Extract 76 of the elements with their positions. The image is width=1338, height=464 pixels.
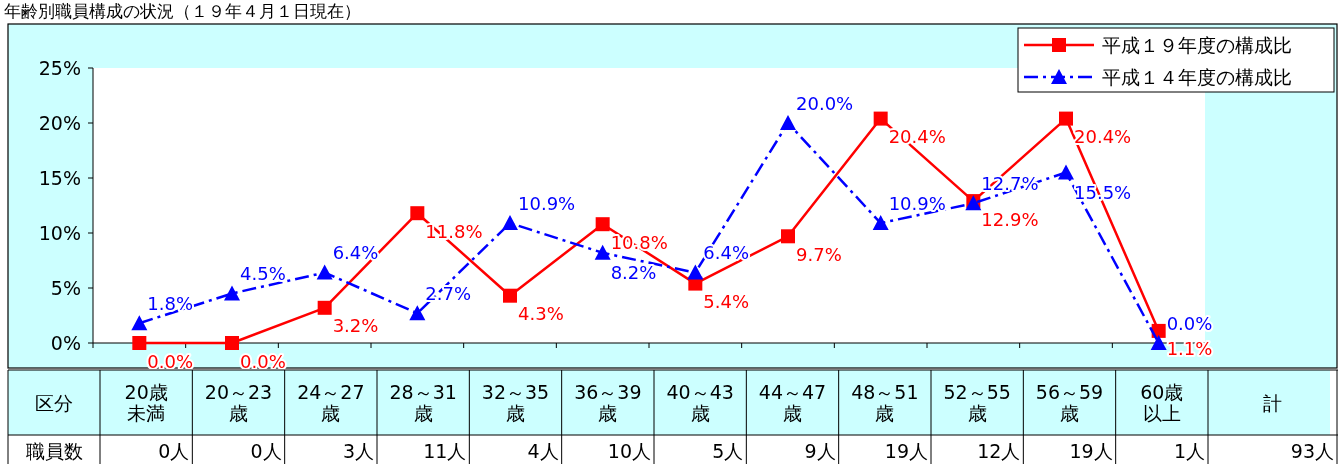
point	[131, 315, 148, 331]
point	[316, 264, 333, 280]
legend-label: 平成１４年度の構成比	[1102, 66, 1292, 88]
x-tick-label: 56～59歳	[1035, 380, 1104, 425]
text: 19人	[1069, 439, 1113, 462]
point	[1058, 164, 1074, 180]
point	[594, 244, 611, 260]
x-tick-label: 60歳以上	[1140, 380, 1184, 425]
text: 0人	[250, 439, 282, 462]
text: 19人	[884, 439, 928, 462]
y-tick-label: 5%	[50, 277, 81, 299]
data-label: 0.0%	[147, 350, 194, 372]
y-tick-label: 25%	[38, 57, 81, 79]
y-tick-label: 15%	[38, 167, 81, 189]
point	[503, 288, 517, 303]
data-label: 6.4%	[332, 242, 379, 264]
point	[224, 285, 240, 301]
data-label: 5.4%	[703, 291, 750, 313]
data-label: 12.9%	[981, 208, 1039, 230]
point	[225, 336, 239, 350]
point	[780, 115, 796, 130]
text: 12人	[977, 439, 1021, 462]
data-label: 9.7%	[796, 243, 842, 265]
data-label: 1.8%	[147, 292, 194, 314]
y-tick-label: 10%	[38, 222, 81, 244]
text: 93人	[1290, 439, 1334, 462]
point	[595, 217, 610, 232]
text: 4人	[527, 439, 559, 462]
text: 11人	[423, 439, 467, 462]
data-label: 0.0%	[240, 350, 286, 372]
point	[317, 300, 332, 315]
x-tick-label: 48～51歳	[851, 380, 919, 425]
point	[502, 215, 518, 231]
data-label: 4.5%	[240, 263, 286, 284]
data-label: 20.4%	[1074, 126, 1132, 148]
point	[410, 206, 425, 221]
text: 計	[1263, 391, 1282, 414]
x-tick-label: 52～55歳	[943, 380, 1011, 425]
data-label: 10.9%	[518, 192, 576, 214]
chart-title: 年齢別職員構成の状況（１９年４月１日現在）	[4, 1, 361, 21]
data-label: 0.0%	[1166, 312, 1213, 334]
point	[687, 264, 704, 280]
x-tick-label: 24～27歳	[297, 380, 365, 425]
text: 0人	[158, 439, 190, 462]
point	[873, 111, 888, 126]
point	[132, 336, 147, 350]
point	[409, 305, 426, 321]
point	[872, 215, 889, 231]
text: 1人	[1173, 439, 1205, 462]
text: 10人	[607, 439, 651, 462]
data-label: 2.7%	[425, 282, 472, 304]
data-label: 6.4%	[703, 242, 750, 264]
text: 3人	[342, 439, 374, 462]
point	[1059, 111, 1073, 126]
text: 区分	[35, 391, 73, 414]
x-tick-label: 32～35歳	[481, 380, 550, 425]
text: 9人	[804, 439, 836, 462]
data-label: 4.3%	[518, 303, 564, 325]
x-tick-label: 20歳未満	[124, 380, 168, 425]
y-tick-label: 20%	[38, 112, 81, 134]
data-label: 3.2%	[332, 315, 379, 337]
x-tick-label: 20～23歳	[204, 380, 273, 425]
data-label: 10.9%	[888, 192, 946, 214]
x-tick-label: 40～43歳	[666, 380, 734, 425]
x-tick-label: 44～47歳	[758, 380, 827, 425]
y-tick-label: 0%	[50, 332, 81, 354]
point	[781, 229, 795, 244]
point	[1150, 335, 1167, 350]
text: 5人	[712, 439, 744, 462]
data-label: 20.0%	[796, 92, 854, 114]
text: 職員数	[25, 439, 83, 462]
legend-label: 平成１９年度の構成比	[1102, 34, 1292, 56]
x-tick-label: 36～39歳	[574, 380, 642, 425]
data-label: 8.2%	[610, 262, 657, 284]
data-label: 1.1%	[1166, 338, 1213, 360]
x-tick-label: 28～31歳	[389, 380, 457, 425]
